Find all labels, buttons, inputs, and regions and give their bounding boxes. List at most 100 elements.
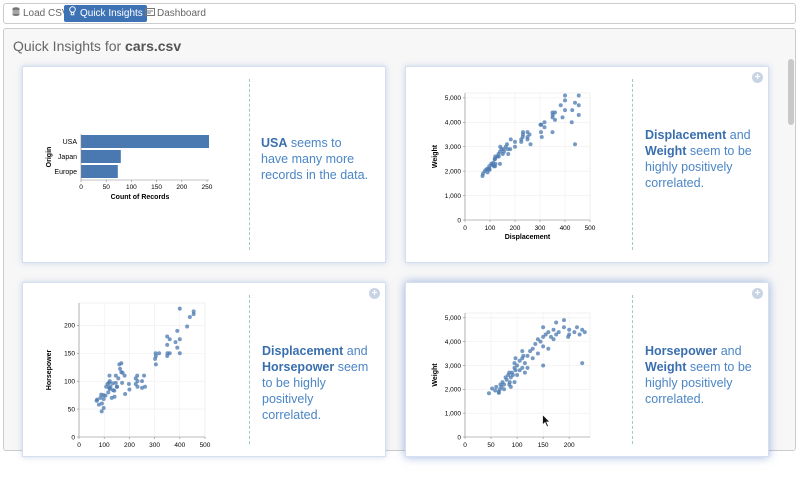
data-point [485,170,490,175]
data-point [118,366,123,371]
x-tick-label: 200 [124,442,135,449]
data-point [570,108,575,113]
x-tick-label: 100 [512,442,523,449]
y-tick-label: 1,000 [445,193,462,200]
y-tick-label: 200 [64,323,75,330]
data-point [99,409,104,414]
category-label: Europe [54,169,77,176]
data-point [512,361,517,366]
data-point [553,110,557,115]
data-point [525,365,530,370]
data-point [508,147,513,152]
data-point [493,156,497,161]
data-point [528,349,533,354]
data-point [572,330,577,335]
dashboard-button[interactable]: Dashboard [141,5,210,22]
y-tick-label: 5,000 [445,315,462,322]
data-point [112,394,117,399]
data-point [486,391,491,396]
data-point [492,164,496,169]
data-point [521,130,525,135]
x-tick-label: 150 [538,442,549,449]
data-point [542,125,547,130]
data-point [513,368,518,373]
y-tick-label: 50 [68,406,76,413]
data-point [515,363,520,368]
data-point [576,112,581,117]
data-point [191,312,196,317]
data-point [107,373,112,378]
data-point [563,98,567,103]
data-point [567,327,572,332]
data-point [165,354,170,359]
data-point [563,108,567,113]
data-point [520,365,525,370]
x-tick-label: 150 [151,184,162,191]
data-point [554,332,559,337]
data-point [506,152,511,157]
data-point [528,142,533,147]
data-point [122,373,127,378]
origin-count-chart: USA Japan Europe 0 50 100 150 200 250 Count of Re… [46,134,213,201]
y-axis-label: Origin [46,147,53,168]
data-point [560,115,565,120]
insight-card-displacement-horsepower[interactable]: + 0 100 200 300 400 500 0 50 100 150 200 Horsepower… [22,282,386,457]
data-point [548,334,553,339]
data-point [167,337,172,342]
data-point [517,368,522,373]
dashboard-icon [145,5,155,22]
data-point [522,370,527,375]
data-point [504,377,509,382]
data-point [165,334,170,339]
data-point [187,314,192,319]
card-divider [249,295,250,444]
data-point [157,351,162,356]
panel-title: Quick Insights for cars.csv [13,38,182,54]
y-axis-label: Horsepower [46,350,53,391]
insight-card-horsepower-weight[interactable]: + 0 50 100 150 200 0 1,000 2,000 3,000 4,000 5,000… [405,282,769,457]
insight-card-displacement-weight[interactable]: + 0 100 200 300 400 500 0 1,000 2,000 3,000 4,000 5… [405,66,769,263]
add-icon[interactable]: + [752,72,763,83]
quick-insights-button[interactable]: Quick Insights [64,5,147,22]
insight-card-origin[interactable]: USA Japan Europe 0 50 100 150 200 250 Count of Re… [22,66,386,263]
data-point [538,339,543,344]
data-point [567,332,572,337]
insight-text: Displacement and Horsepower seem to be h… [262,344,369,422]
data-point [561,318,566,323]
data-point [573,100,577,105]
data-point [175,328,180,333]
x-tick-label: 0 [77,442,81,449]
data-point [507,382,512,387]
add-icon[interactable]: + [369,288,380,299]
data-point [499,384,504,389]
y-tick-label: 4,000 [445,339,462,346]
quick-insights-label: Quick Insights [80,8,143,19]
data-point [541,325,546,330]
data-point [513,139,517,144]
x-tick-label: 0 [463,442,467,449]
plot-area [78,302,206,438]
data-point [177,337,182,342]
data-point [142,373,147,378]
y-tick-label: 3,000 [445,363,462,370]
data-point [112,388,117,393]
x-tick-label: 400 [560,225,571,232]
data-point [556,330,561,335]
add-icon[interactable]: + [752,288,763,299]
data-point [522,361,527,366]
y-tick-label: 0 [71,434,75,441]
x-tick-label: 200 [176,184,187,191]
horsepower-weight-chart: 0 50 100 150 200 0 1,000 2,000 3,000 4,000 5,000 We… [432,312,591,449]
y-tick-label: 2,000 [445,168,462,175]
data-point [101,397,106,402]
data-point [517,358,522,363]
load-csv-button[interactable]: Load CSV [7,5,73,22]
insight-text: USA seems to have many more records in t… [261,136,369,182]
data-point [185,324,190,329]
x-tick-label: 200 [564,442,575,449]
data-point [103,393,108,398]
data-point [541,363,546,368]
vertical-scrollbar[interactable] [788,59,794,125]
data-point [525,353,530,358]
data-point [582,330,587,335]
